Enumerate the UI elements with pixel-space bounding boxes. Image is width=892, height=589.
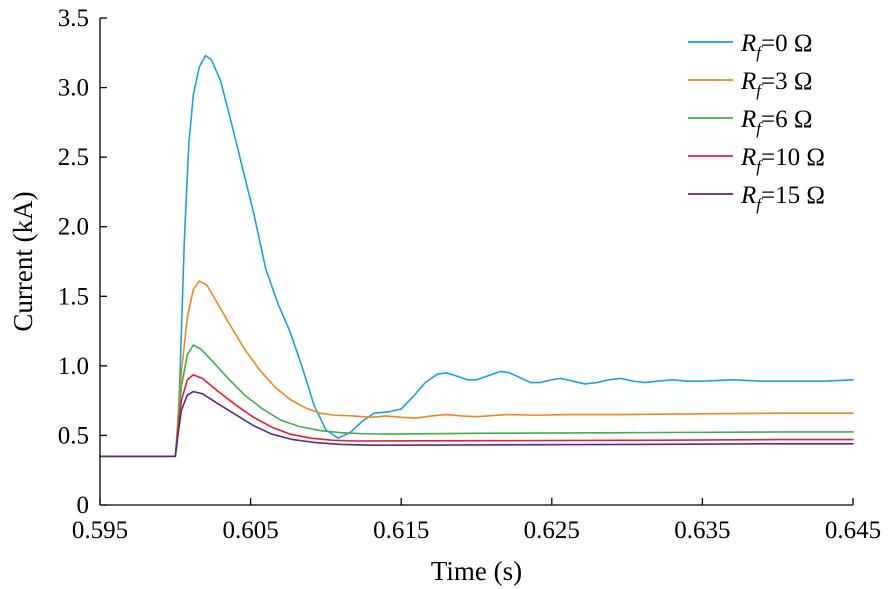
legend-label-main: R xyxy=(740,106,756,133)
x-tick-label: 0.615 xyxy=(373,517,429,544)
x-tick-label: 0.645 xyxy=(825,517,881,544)
legend-label-main: R xyxy=(740,68,756,95)
legend-label-rest: =6 Ω xyxy=(761,106,812,133)
x-tick-label: 0.625 xyxy=(524,517,580,544)
legend-label-sub: f xyxy=(756,195,763,214)
x-tick-label: 0.635 xyxy=(674,517,730,544)
legend-label: Rf=3 Ω xyxy=(740,68,812,100)
series-line-1 xyxy=(99,280,854,458)
legend-label-sub: f xyxy=(756,157,763,176)
series-line-3 xyxy=(99,374,854,458)
axes: 0 0.5 1.0 1.5 2.0 2.5 3.0 3.5 0.595 0.605 0.615 0.6… xyxy=(58,5,881,544)
legend-label-sub: f xyxy=(756,43,763,62)
plot-area xyxy=(99,54,854,458)
y-tick-label: 3.5 xyxy=(58,5,89,32)
x-tick-label: 0.605 xyxy=(222,517,278,544)
y-tick-label: 2.5 xyxy=(58,144,89,171)
legend: Rf=0 ΩRf=3 ΩRf=6 ΩRf=10 ΩRf=15 Ω xyxy=(688,30,825,214)
y-tick-label: 0.5 xyxy=(58,422,89,449)
y-tick-label: 3.0 xyxy=(58,75,89,102)
legend-label: Rf=0 Ω xyxy=(740,30,812,62)
legend-label-rest: =15 Ω xyxy=(761,182,825,209)
series-line-0 xyxy=(99,54,854,458)
legend-label-rest: =3 Ω xyxy=(761,68,812,95)
y-tick-label: 0 xyxy=(77,492,90,519)
legend-label-sub: f xyxy=(756,81,763,100)
legend-label-main: R xyxy=(740,144,756,171)
legend-label: Rf=15 Ω xyxy=(740,182,825,214)
legend-entry-2: Rf=6 Ω xyxy=(688,106,812,138)
y-tick-label: 1.0 xyxy=(58,353,89,380)
legend-label-sub: f xyxy=(756,119,763,138)
legend-label-main: R xyxy=(740,30,756,57)
legend-entry-0: Rf=0 Ω xyxy=(688,30,812,62)
series-line-4 xyxy=(99,390,854,458)
legend-label: Rf=10 Ω xyxy=(740,144,825,176)
series-line-2 xyxy=(99,344,854,458)
legend-label-rest: =10 Ω xyxy=(761,144,825,171)
x-tick-label: 0.595 xyxy=(72,517,128,544)
legend-entry-3: Rf=10 Ω xyxy=(688,144,825,176)
legend-label-rest: =0 Ω xyxy=(761,30,812,57)
legend-entry-1: Rf=3 Ω xyxy=(688,68,812,100)
legend-label: Rf=6 Ω xyxy=(740,106,812,138)
y-tick-label: 1.5 xyxy=(58,283,89,310)
y-tick-label: 2.0 xyxy=(58,214,89,241)
x-axis-title: Time (s) xyxy=(431,556,522,586)
legend-entry-4: Rf=15 Ω xyxy=(688,182,825,214)
y-axis-title: Current (kA) xyxy=(8,191,38,331)
legend-label-main: R xyxy=(740,182,756,209)
